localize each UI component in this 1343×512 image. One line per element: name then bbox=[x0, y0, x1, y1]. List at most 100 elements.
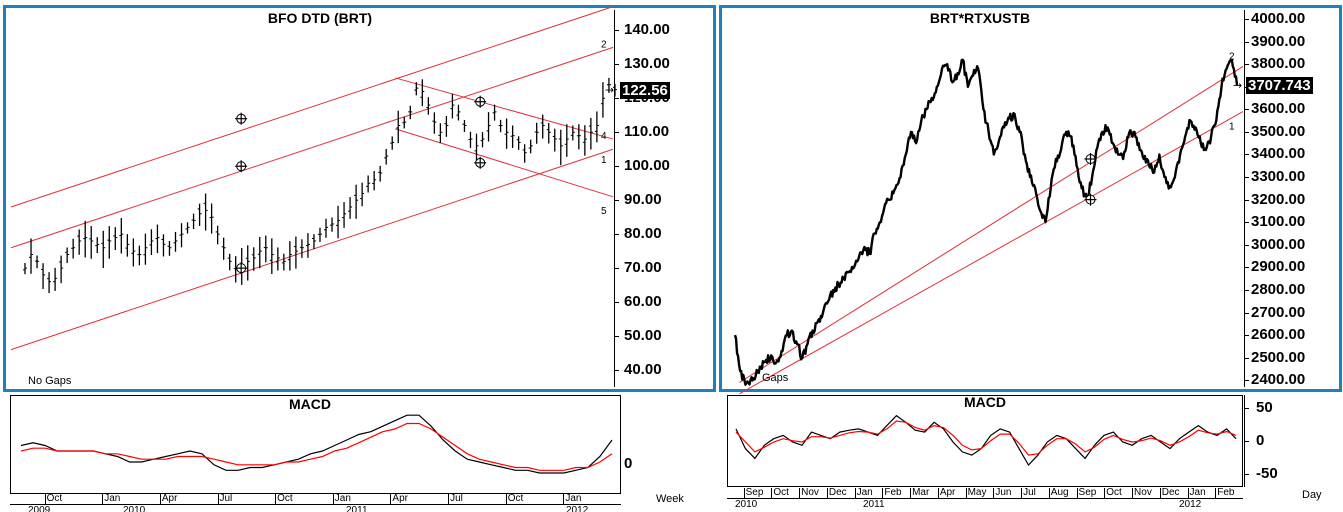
y-tick-mark bbox=[1244, 289, 1249, 291]
y-tick-mark bbox=[1244, 267, 1249, 269]
x-year-label: 2011 bbox=[863, 499, 885, 510]
x-month-label: Oct bbox=[507, 494, 524, 504]
y-tick-mark bbox=[1244, 131, 1249, 133]
y-tick-mark bbox=[1244, 380, 1249, 382]
y-tick-label: 50 bbox=[1256, 399, 1273, 417]
x-month-label: Jan bbox=[1189, 488, 1206, 498]
x-year-label: 2012 bbox=[566, 505, 589, 512]
y-tick-mark bbox=[614, 302, 619, 304]
x-month-separator bbox=[448, 494, 450, 504]
x-month-label: Nov bbox=[801, 488, 819, 498]
last-price-box: 122.56 bbox=[620, 81, 670, 99]
y-tick-mark bbox=[614, 200, 619, 202]
x-month-separator bbox=[965, 488, 967, 498]
x-month-separator bbox=[882, 488, 884, 498]
macd-series-0 bbox=[20, 414, 613, 474]
y-tick-mark bbox=[614, 166, 619, 168]
x-axis-divider bbox=[10, 504, 621, 505]
y-tick-label: 3900.00 bbox=[1251, 32, 1306, 50]
x-month-separator bbox=[390, 494, 392, 504]
y-tick-mark bbox=[614, 30, 619, 32]
channel-label: 1 bbox=[601, 155, 607, 166]
y-tick-mark bbox=[1244, 357, 1249, 359]
falling-channel-lower bbox=[395, 128, 614, 198]
x-month-label: Jan bbox=[856, 488, 873, 498]
price-line bbox=[733, 58, 1239, 386]
rising-channel-middle bbox=[10, 46, 614, 249]
left-macd-zero-label: 0 bbox=[624, 455, 633, 472]
channel-label: 2 bbox=[1229, 52, 1235, 63]
y-tick-mark bbox=[614, 268, 619, 270]
y-tick-label: 4000.00 bbox=[1251, 10, 1306, 28]
channel-upper bbox=[739, 66, 1244, 383]
channel-label: 5 bbox=[601, 206, 607, 217]
y-tick-mark bbox=[1244, 408, 1249, 410]
left-price-panel bbox=[3, 5, 716, 392]
y-tick-label: 0 bbox=[1256, 432, 1265, 449]
y-tick-label: 3600.00 bbox=[1251, 100, 1306, 118]
y-tick-mark bbox=[1244, 244, 1249, 246]
x-month-separator bbox=[1076, 488, 1078, 498]
right-price-y-axis: 4000.003900.003800.003700.003600.003500.… bbox=[1244, 10, 1342, 387]
y-tick-label: 3300.00 bbox=[1251, 168, 1306, 186]
x-month-label: Apr bbox=[939, 488, 956, 498]
y-tick-label: 110.00 bbox=[624, 123, 670, 141]
x-month-label: Oct bbox=[277, 494, 293, 504]
x-month-label: May bbox=[967, 488, 987, 498]
y-axis-line bbox=[1244, 395, 1245, 487]
x-month-separator bbox=[1187, 488, 1189, 498]
x-month-separator bbox=[275, 494, 277, 504]
x-month-label: Apr bbox=[392, 494, 408, 504]
x-year-label: 2011 bbox=[346, 505, 368, 512]
y-tick-mark bbox=[1244, 199, 1249, 201]
x-month-separator bbox=[1048, 488, 1050, 498]
y-tick-label: 3400.00 bbox=[1251, 145, 1306, 163]
x-month-separator bbox=[1104, 488, 1106, 498]
y-tick-mark bbox=[1244, 19, 1249, 21]
channel-label: 1 bbox=[1229, 122, 1235, 133]
falling-channel-upper bbox=[395, 77, 614, 140]
y-tick-mark bbox=[1244, 473, 1249, 475]
x-month-label: Oct bbox=[46, 494, 63, 504]
y-tick-label: 90.00 bbox=[624, 191, 662, 209]
y-tick-label: 60.00 bbox=[624, 293, 662, 311]
y-tick-label: 3200.00 bbox=[1251, 190, 1306, 208]
x-month-separator bbox=[1159, 488, 1161, 498]
x-month-separator bbox=[1215, 488, 1217, 498]
y-tick-mark bbox=[1244, 177, 1249, 179]
right-macd-plot bbox=[727, 395, 1243, 487]
y-tick-mark bbox=[614, 64, 619, 66]
x-month-separator bbox=[1021, 488, 1023, 498]
left-price-chart-svg: 2 4 1 5 → bbox=[10, 6, 617, 351]
y-tick-label: 40.00 bbox=[624, 361, 662, 379]
left-macd-chart-svg bbox=[20, 414, 613, 474]
y-tick-mark bbox=[1244, 222, 1249, 224]
x-year-label: 2012 bbox=[1179, 499, 1202, 510]
x-month-separator bbox=[937, 488, 939, 498]
y-tick-label: 2900.00 bbox=[1251, 258, 1306, 276]
x-month-label: Feb bbox=[884, 488, 902, 498]
x-month-separator bbox=[993, 488, 995, 498]
x-month-separator bbox=[826, 488, 828, 498]
x-year-label: 2010 bbox=[735, 499, 758, 510]
x-month-separator bbox=[563, 494, 565, 504]
x-month-label: Jan bbox=[104, 494, 121, 504]
left-price-y-axis: 140.00130.00120.00110.00100.0090.0080.00… bbox=[614, 10, 714, 387]
left-price-title: BFO DTD (BRT) bbox=[267, 10, 373, 26]
y-tick-label: 2700.00 bbox=[1251, 303, 1306, 321]
x-month-label: Jul bbox=[450, 494, 463, 504]
x-month-separator bbox=[217, 494, 219, 504]
x-month-label: Jan bbox=[334, 494, 351, 504]
last-price-arrow: → bbox=[1233, 79, 1242, 92]
right-macd-title: MACD bbox=[964, 394, 1006, 410]
y-tick-label: 140.00 bbox=[624, 21, 670, 39]
y-tick-mark bbox=[1244, 312, 1249, 314]
y-tick-label: 2600.00 bbox=[1251, 326, 1306, 344]
y-tick-mark bbox=[614, 98, 619, 100]
y-tick-label: 3100.00 bbox=[1251, 213, 1306, 231]
right-price-title: BRT*RTXUSTB bbox=[929, 10, 1031, 26]
macd-series-0 bbox=[735, 414, 1237, 466]
left-macd-plot bbox=[10, 395, 621, 494]
y-axis-line bbox=[614, 10, 615, 387]
left-macd-x-axis-label: Week bbox=[656, 493, 684, 505]
